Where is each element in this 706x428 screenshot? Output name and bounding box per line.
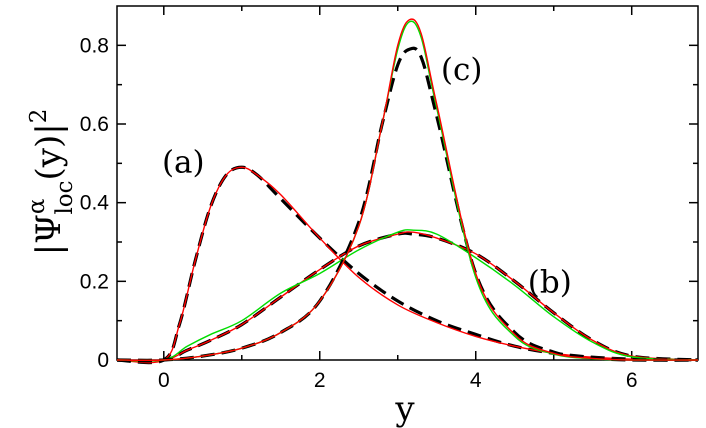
- x-tick-label: 4: [470, 369, 482, 392]
- curve-label: (b): [528, 264, 572, 300]
- series-line-c-dashed: [116, 46, 699, 362]
- annotations: (a) (b) (c): [162, 52, 572, 300]
- series-line-a-solid: [116, 166, 699, 364]
- x-tick-label: 2: [314, 369, 326, 392]
- curve-label: (a): [162, 144, 205, 180]
- y-axis-ticks: 0 0.2 0.4 0.6 0.8: [80, 34, 698, 372]
- series-line-a-dashed: [116, 165, 699, 365]
- y-axis-title-prefix: |Ψ: [29, 214, 69, 255]
- x-tick-label: 0: [158, 369, 170, 392]
- series-layer: [116, 18, 699, 365]
- x-tick-label: 6: [626, 369, 638, 392]
- y-axis-title-power: 2: [26, 109, 52, 124]
- series-line-c-solid: [116, 18, 699, 361]
- y-axis-title-suffix: (y)|: [29, 123, 69, 180]
- series-line-b-solid: [116, 231, 699, 362]
- y-tick-label: 0.8: [80, 34, 109, 57]
- y-tick-label: 0.6: [80, 113, 109, 136]
- y-axis-title-subscript: loc: [52, 180, 78, 214]
- y-axis-title: |Ψαloc(y)|2: [24, 109, 78, 256]
- y-tick-label: 0.2: [80, 270, 109, 293]
- plot-frame: [116, 5, 699, 361]
- series-line-b-dashed: [116, 231, 699, 363]
- y-axis-title-superscript: α: [24, 199, 50, 215]
- curve-label: (c): [441, 52, 483, 88]
- series-line-b-solid: [116, 229, 699, 362]
- x-axis-title: y: [394, 389, 415, 428]
- y-tick-label: 0: [97, 349, 109, 372]
- y-tick-label: 0.4: [80, 192, 110, 215]
